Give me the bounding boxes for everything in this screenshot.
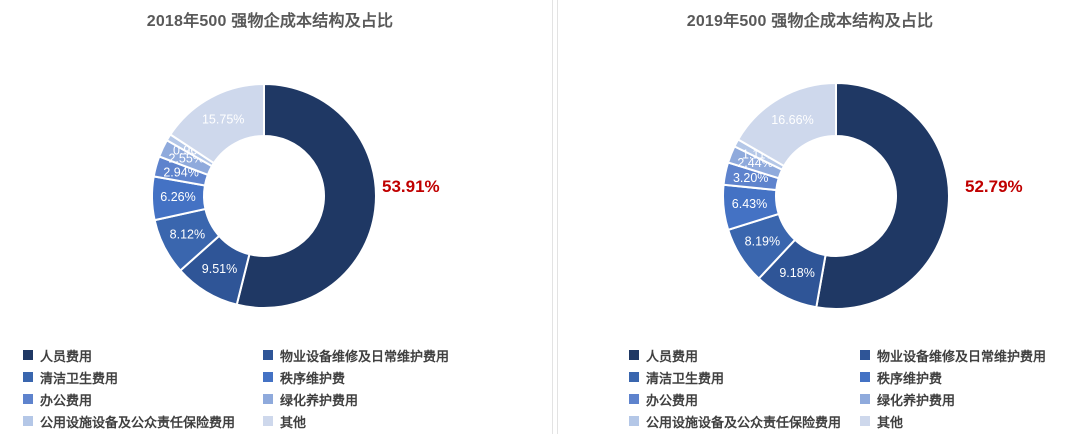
slice-value-label: 8.19% (745, 235, 780, 249)
panel-divider-line (557, 0, 558, 434)
slice-value-label: 6.43% (732, 197, 767, 211)
slice-value-label: 8.12% (170, 227, 205, 241)
legend-swatch (23, 394, 33, 404)
legend-swatch (263, 350, 273, 360)
legend-label: 清洁卫生费用 (40, 370, 119, 386)
panel-divider-line (552, 0, 553, 434)
legend-item-人员费用: 人员费用 (629, 346, 860, 365)
chart-panel-2019: 2019年500 强物企成本结构及占比 9.18% 8.19% 6.43% 3.20%… (540, 0, 1080, 434)
legend-label: 绿化养护费用 (877, 392, 956, 408)
legend-label: 其他 (877, 414, 904, 430)
pie-slice-其他 (169, 82, 265, 165)
legend-item-秩序维护费: 秩序维护费 (263, 368, 449, 387)
largest-slice-callout-2018: 53.91% (382, 177, 440, 196)
legend-swatch (23, 350, 33, 360)
legend-swatch (263, 372, 273, 382)
pie-slice-其他 (736, 81, 837, 168)
chart-legend-2019: 人员费用 物业设备维修及日常维护费用清洁卫生费用 秩序维护费办公费用 绿化养护费用公用… (629, 344, 1046, 432)
legend-swatch (629, 350, 639, 360)
legend-item-清洁卫生费用: 清洁卫生费用 (23, 368, 263, 387)
chart-panel-2018: 2018年500 强物企成本结构及占比 9.51% 8.12% 6.26% 2.94%… (23, 13, 449, 432)
legend-item-办公费用: 办公费用 (23, 390, 263, 409)
legend-item-公用设施设备及公众责任保险费用: 公用设施设备及公众责任保险费用 (23, 412, 263, 431)
slice-value-label: 3.20% (733, 171, 768, 185)
chart-title-2018: 2018年500 强物企成本结构及占比 (146, 13, 394, 30)
legend-swatch (263, 394, 273, 404)
legend-item-物业设备维修及日常维护费用: 物业设备维修及日常维护费用 (860, 346, 1046, 365)
legend-label: 办公费用 (646, 392, 699, 408)
legend-swatch (860, 350, 870, 360)
legend-item-其他: 其他 (860, 412, 1046, 431)
donut-chart-2019: 9.18%8.19%6.43%3.20%2.44%1.11%16.66% (722, 81, 950, 310)
legend-swatch (629, 416, 639, 426)
legend-swatch (860, 372, 870, 382)
legend-label: 秩序维护费 (877, 370, 943, 386)
slice-value-label: 16.66% (771, 113, 813, 127)
legend-label: 人员费用 (40, 348, 93, 364)
legend-label: 秩序维护费 (280, 370, 346, 386)
legend-swatch (629, 394, 639, 404)
legend-swatch (23, 416, 33, 426)
legend-label: 人员费用 (646, 348, 699, 364)
legend-item-绿化养护费用: 绿化养护费用 (860, 390, 1046, 409)
legend-item-办公费用: 办公费用 (629, 390, 860, 409)
slice-value-label: 9.51% (202, 262, 237, 276)
slice-value-label: 15.75% (202, 113, 244, 127)
legend-label: 其他 (280, 414, 307, 430)
legend-label: 清洁卫生费用 (646, 370, 725, 386)
pie-slice-人员费用 (815, 81, 950, 310)
donut-chart-2018: 9.51%8.12%6.26%2.94%2.55%0.96%15.75% (151, 82, 377, 309)
pie-slice-人员费用 (235, 82, 377, 309)
legend-item-清洁卫生费用: 清洁卫生费用 (629, 368, 860, 387)
legend-label: 物业设备维修及日常维护费用 (877, 348, 1047, 364)
legend-label: 公用设施设备及公众责任保险费用 (646, 414, 842, 430)
slice-value-label: 9.18% (779, 266, 814, 280)
legend-label: 物业设备维修及日常维护费用 (280, 348, 450, 364)
slice-value-label: 6.26% (160, 190, 195, 204)
chart-legend-2018: 人员费用 物业设备维修及日常维护费用清洁卫生费用 秩序维护费办公费用 绿化养护费用公用… (23, 344, 449, 432)
chart-title-2019: 2019年500 强物企成本结构及占比 (686, 13, 934, 30)
legend-swatch (860, 416, 870, 426)
legend-item-公用设施设备及公众责任保险费用: 公用设施设备及公众责任保险费用 (629, 412, 860, 431)
legend-label: 公用设施设备及公众责任保险费用 (40, 414, 236, 430)
legend-swatch (860, 394, 870, 404)
legend-item-秩序维护费: 秩序维护费 (860, 368, 1046, 387)
legend-swatch (263, 416, 273, 426)
legend-item-绿化养护费用: 绿化养护费用 (263, 390, 449, 409)
legend-item-人员费用: 人员费用 (23, 346, 263, 365)
largest-slice-callout-2019: 52.79% (965, 177, 1023, 196)
legend-swatch (23, 372, 33, 382)
legend-item-物业设备维修及日常维护费用: 物业设备维修及日常维护费用 (263, 346, 449, 365)
legend-label: 绿化养护费用 (280, 392, 359, 408)
legend-item-其他: 其他 (263, 412, 449, 431)
legend-swatch (629, 372, 639, 382)
legend-label: 办公费用 (40, 392, 93, 408)
